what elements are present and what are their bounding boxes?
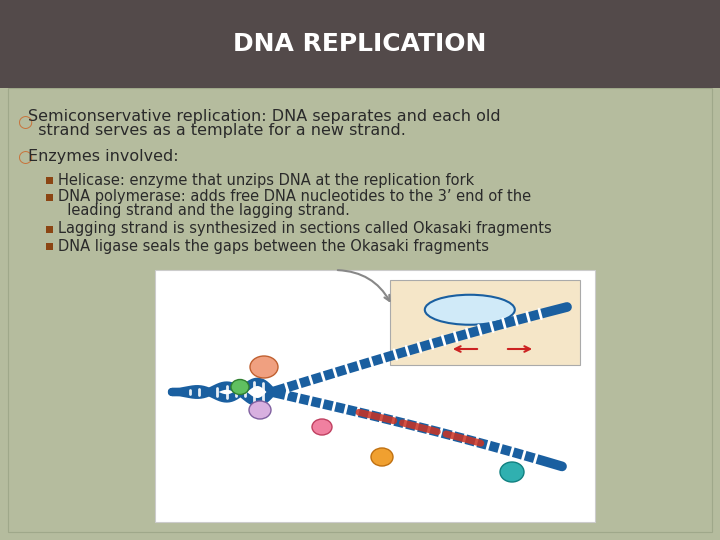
Text: ○: ○: [18, 148, 33, 166]
Ellipse shape: [249, 401, 271, 419]
Bar: [46, 194, 53, 201]
Ellipse shape: [312, 419, 332, 435]
Bar: [8, 88, 712, 532]
Text: Enzymes involved:: Enzymes involved:: [28, 150, 179, 165]
Ellipse shape: [231, 380, 249, 395]
Ellipse shape: [425, 295, 515, 325]
Text: strand serves as a template for a new strand.: strand serves as a template for a new st…: [28, 123, 406, 138]
Ellipse shape: [500, 462, 524, 482]
Text: Lagging strand is synthesized in sections called Okasaki fragments: Lagging strand is synthesized in section…: [58, 221, 552, 237]
Text: ○: ○: [18, 113, 33, 131]
Text: DNA ligase seals the gaps between the Okasaki fragments: DNA ligase seals the gaps between the Ok…: [58, 239, 489, 253]
Ellipse shape: [371, 448, 393, 466]
Text: Semiconservative replication: DNA separates and each old: Semiconservative replication: DNA separa…: [28, 109, 500, 124]
Text: DNA polymerase: adds free DNA nucleotides to the 3’ end of the: DNA polymerase: adds free DNA nucleotide…: [58, 190, 531, 205]
Text: leading strand and the lagging strand.: leading strand and the lagging strand.: [58, 202, 350, 218]
Ellipse shape: [250, 356, 278, 378]
Bar: [0, 0, 720, 88]
Bar: [46, 177, 53, 184]
Bar: [46, 226, 53, 233]
Text: DNA REPLICATION: DNA REPLICATION: [233, 32, 487, 56]
Text: Helicase: enzyme that unzips DNA at the replication fork: Helicase: enzyme that unzips DNA at the …: [58, 172, 474, 187]
Bar: [390, 280, 580, 365]
Bar: [46, 243, 53, 250]
Bar: [155, 270, 595, 522]
